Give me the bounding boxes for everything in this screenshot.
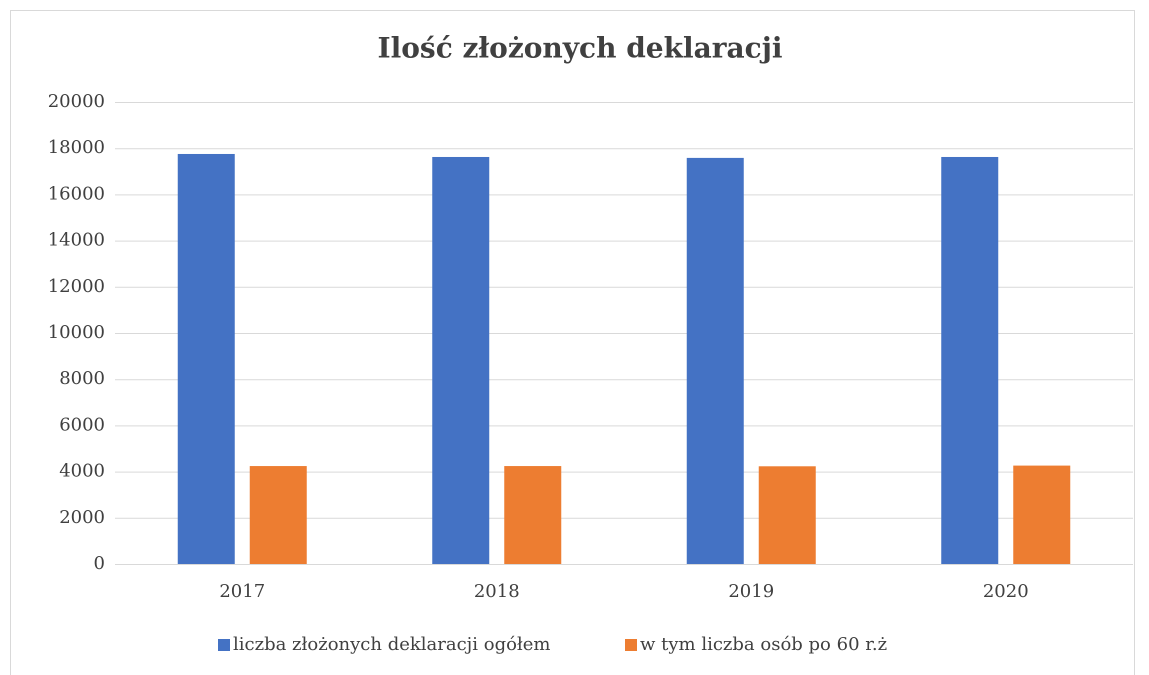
y-tick-label: 2000 [59, 507, 105, 528]
legend-label: liczba złożonych deklaracji ogółem [233, 634, 551, 655]
bar [758, 466, 816, 564]
x-tick-label: 2020 [983, 581, 1029, 602]
legend-swatch [218, 639, 230, 651]
y-tick-label: 18000 [48, 137, 105, 158]
x-tick-label: 2019 [728, 581, 774, 602]
y-tick-label: 0 [94, 553, 105, 574]
bar [686, 157, 744, 565]
y-tick-label: 6000 [59, 414, 105, 435]
bar [1013, 465, 1071, 564]
legend-swatch [625, 639, 637, 651]
legend-label: w tym liczba osób po 60 r.ż [640, 634, 887, 655]
y-tick-label: 14000 [48, 230, 105, 251]
bar [432, 156, 490, 564]
bar [504, 466, 562, 564]
chart-title: Ilość złożonych deklaracji [378, 32, 783, 65]
y-tick-label: 4000 [59, 461, 105, 482]
bar [941, 156, 999, 564]
y-tick-label: 20000 [48, 91, 105, 112]
x-tick-label: 2017 [219, 581, 265, 602]
bar [177, 153, 235, 564]
bar [249, 466, 307, 564]
y-tick-label: 16000 [48, 183, 105, 204]
y-tick-label: 8000 [59, 368, 105, 389]
y-tick-label: 12000 [48, 276, 105, 297]
x-tick-label: 2018 [474, 581, 520, 602]
y-tick-label: 10000 [48, 322, 105, 343]
